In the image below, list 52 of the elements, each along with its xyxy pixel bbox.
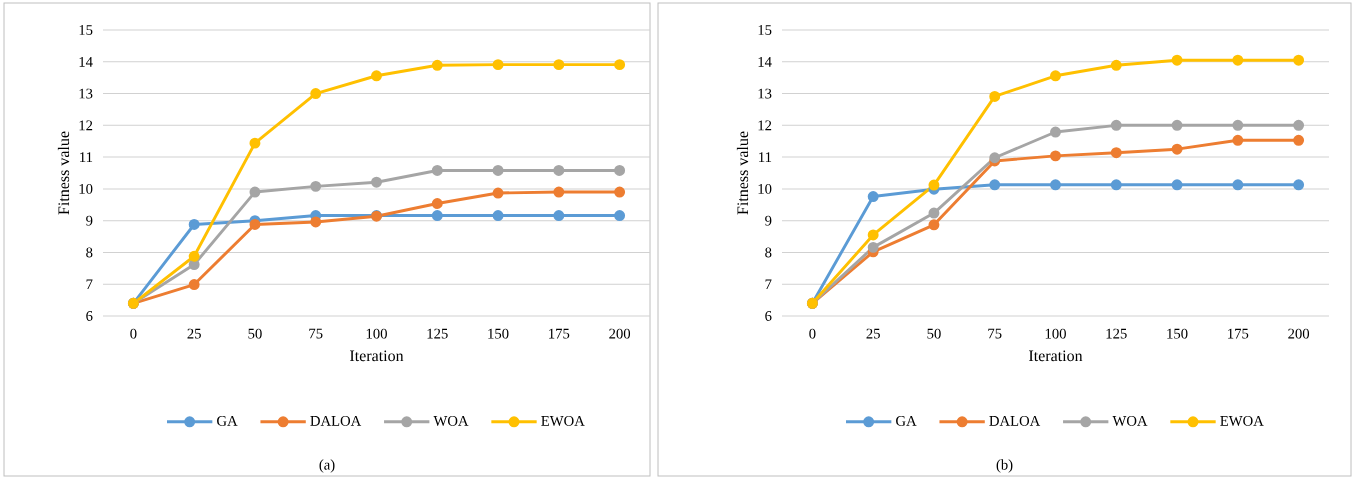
y-axis-title: Fitness value: [57, 131, 70, 215]
x-tick-label: 150: [488, 328, 509, 339]
legend-label: WOA: [433, 415, 469, 426]
x-tick-label: 175: [1228, 328, 1249, 339]
legend-label: DALOA: [989, 415, 1041, 426]
x-tick-label: 25: [866, 328, 880, 339]
y-tick-label: 15: [758, 25, 772, 35]
y-tick-label: 10: [758, 183, 772, 194]
legend-label: EWOA: [541, 415, 585, 426]
x-tick-label: 100: [366, 328, 387, 339]
y-tick-label: 9: [765, 215, 772, 226]
y-tick-label: 11: [759, 152, 772, 162]
x-axis-title: Iteration: [1028, 350, 1083, 362]
text: (a): [319, 459, 335, 473]
y-tick-label: 8: [765, 247, 772, 258]
x-tick-label: 50: [927, 328, 941, 339]
y-tick-label: 10: [79, 183, 93, 194]
text: (b): [996, 459, 1013, 473]
y-tick-label: 12: [758, 120, 772, 131]
y-tick-label: 7: [86, 279, 93, 290]
y-axis-title: Fitness value: [736, 131, 749, 215]
x-tick-label: 100: [1045, 328, 1066, 339]
x-tick-label: 125: [427, 328, 448, 339]
x-tick-label: 75: [309, 328, 323, 339]
y-tick-label: 13: [758, 88, 772, 99]
x-tick-label: 75: [988, 328, 1002, 339]
y-tick-label: 8: [86, 247, 93, 258]
legend-label: EWOA: [1220, 415, 1264, 426]
y-tick-label: 7: [765, 279, 772, 290]
legend-label: GA: [896, 415, 917, 426]
y-tick-label: 6: [765, 311, 772, 321]
x-tick-label: 25: [187, 328, 201, 339]
x-tick-label: 200: [1288, 328, 1310, 339]
x-axis-title: Iteration: [349, 350, 404, 362]
y-tick-label: 13: [79, 88, 93, 99]
x-tick-label: 125: [1106, 328, 1127, 339]
y-tick-label: 6: [86, 311, 93, 321]
y-tick-label: 14: [79, 56, 93, 67]
y-tick-label: 12: [79, 120, 93, 131]
y-tick-label: 14: [758, 56, 772, 67]
legend-label: GA: [217, 415, 238, 426]
legend-label: DALOA: [310, 415, 362, 426]
x-tick-label: 0: [809, 328, 816, 339]
legend-label: WOA: [1112, 415, 1148, 426]
x-tick-label: 175: [549, 328, 570, 339]
y-tick-label: 9: [86, 215, 93, 226]
x-tick-label: 150: [1167, 328, 1188, 339]
y-tick-label: 11: [80, 152, 93, 162]
y-tick-label: 15: [79, 25, 93, 35]
x-tick-label: 0: [130, 328, 137, 339]
x-tick-label: 50: [248, 328, 262, 339]
x-tick-label: 200: [609, 328, 631, 339]
